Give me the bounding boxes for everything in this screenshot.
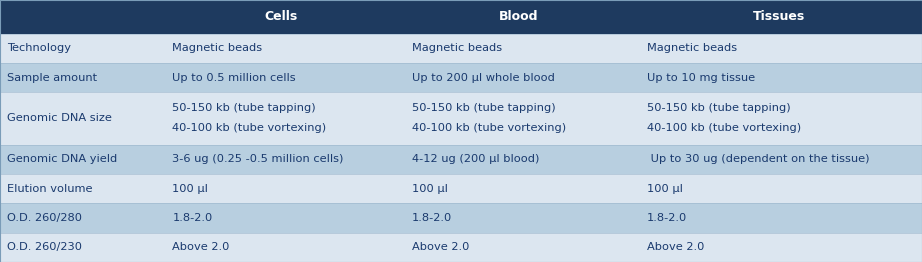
Text: 50-150 kb (tube tapping): 50-150 kb (tube tapping) — [647, 103, 791, 113]
Text: Genomic DNA size: Genomic DNA size — [7, 113, 112, 123]
Text: 4-12 ug (200 µl blood): 4-12 ug (200 µl blood) — [412, 154, 539, 164]
Text: Up to 0.5 million cells: Up to 0.5 million cells — [172, 73, 296, 83]
Text: 50-150 kb (tube tapping): 50-150 kb (tube tapping) — [412, 103, 556, 113]
Text: 100 µl: 100 µl — [647, 184, 683, 194]
Bar — [0, 34, 922, 63]
Text: 1.8-2.0: 1.8-2.0 — [647, 213, 688, 223]
Text: Tissues: Tissues — [753, 10, 805, 23]
Text: 100 µl: 100 µl — [172, 184, 208, 194]
Text: Magnetic beads: Magnetic beads — [172, 43, 263, 53]
Text: Genomic DNA yield: Genomic DNA yield — [7, 154, 118, 164]
Text: Magnetic beads: Magnetic beads — [412, 43, 502, 53]
Bar — [0, 145, 922, 174]
Text: 40-100 kb (tube vortexing): 40-100 kb (tube vortexing) — [412, 123, 566, 133]
Text: Up to 30 ug (dependent on the tissue): Up to 30 ug (dependent on the tissue) — [647, 154, 869, 164]
Text: Above 2.0: Above 2.0 — [647, 242, 704, 252]
Text: Up to 10 mg tissue: Up to 10 mg tissue — [647, 73, 755, 83]
Text: 1.8-2.0: 1.8-2.0 — [412, 213, 453, 223]
Text: Above 2.0: Above 2.0 — [172, 242, 230, 252]
Bar — [0, 0, 922, 34]
Text: 1.8-2.0: 1.8-2.0 — [172, 213, 213, 223]
Bar — [0, 174, 922, 203]
Text: 3-6 ug (0.25 -0.5 million cells): 3-6 ug (0.25 -0.5 million cells) — [172, 154, 344, 164]
Bar — [0, 63, 922, 92]
Text: Magnetic beads: Magnetic beads — [647, 43, 738, 53]
Bar — [0, 92, 922, 145]
Text: O.D. 260/230: O.D. 260/230 — [7, 242, 82, 252]
Text: O.D. 260/280: O.D. 260/280 — [7, 213, 82, 223]
Text: Technology: Technology — [7, 43, 71, 53]
Text: Above 2.0: Above 2.0 — [412, 242, 469, 252]
Text: Elution volume: Elution volume — [7, 184, 93, 194]
Text: 50-150 kb (tube tapping): 50-150 kb (tube tapping) — [172, 103, 316, 113]
Text: Sample amount: Sample amount — [7, 73, 98, 83]
Text: Cells: Cells — [265, 10, 298, 23]
Text: 100 µl: 100 µl — [412, 184, 448, 194]
Bar — [0, 233, 922, 262]
Text: 40-100 kb (tube vortexing): 40-100 kb (tube vortexing) — [172, 123, 326, 133]
Text: Blood: Blood — [499, 10, 538, 23]
Text: Up to 200 µl whole blood: Up to 200 µl whole blood — [412, 73, 555, 83]
Bar — [0, 203, 922, 233]
Text: 40-100 kb (tube vortexing): 40-100 kb (tube vortexing) — [647, 123, 801, 133]
